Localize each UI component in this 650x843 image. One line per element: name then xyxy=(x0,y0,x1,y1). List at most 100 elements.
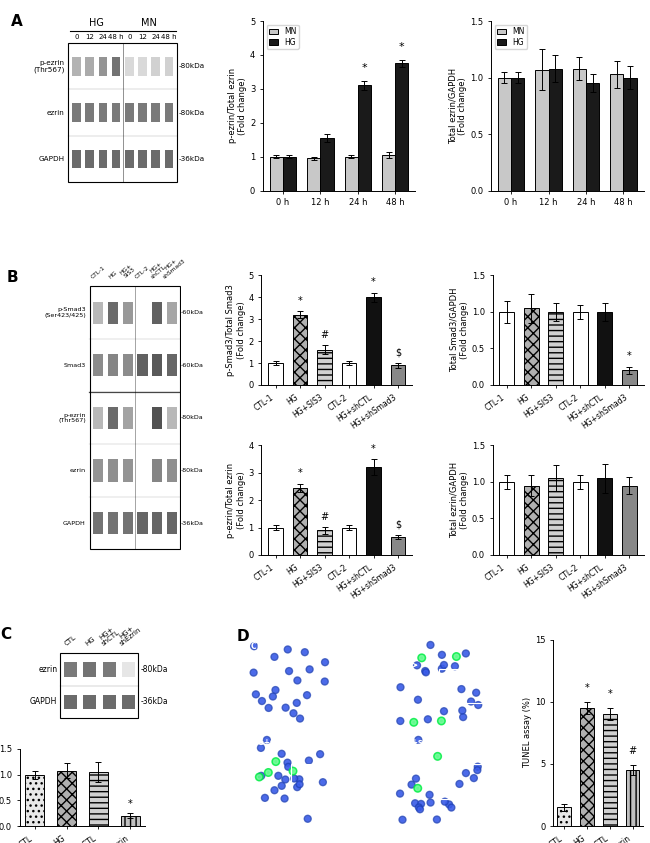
Bar xyxy=(342,363,356,385)
Circle shape xyxy=(428,792,432,797)
Circle shape xyxy=(266,706,270,710)
Bar xyxy=(93,512,103,534)
Bar xyxy=(597,312,612,385)
Circle shape xyxy=(458,685,465,693)
Text: HG: HG xyxy=(89,18,104,28)
Bar xyxy=(138,57,147,76)
Circle shape xyxy=(259,746,263,750)
Text: CTL-2: CTL-2 xyxy=(135,265,151,280)
Circle shape xyxy=(460,714,467,721)
Bar xyxy=(580,708,593,826)
Bar xyxy=(167,512,177,534)
Bar xyxy=(164,104,173,122)
Bar xyxy=(557,808,571,826)
Circle shape xyxy=(411,720,416,725)
Circle shape xyxy=(254,692,258,696)
Text: CTL: CTL xyxy=(64,635,77,647)
Text: -36kDa: -36kDa xyxy=(179,156,205,162)
Circle shape xyxy=(399,816,406,824)
Circle shape xyxy=(278,750,285,757)
Circle shape xyxy=(318,752,322,756)
Circle shape xyxy=(428,643,432,647)
Circle shape xyxy=(282,704,289,711)
Bar xyxy=(123,354,133,376)
Circle shape xyxy=(295,679,300,683)
Circle shape xyxy=(296,781,303,787)
Circle shape xyxy=(302,649,308,656)
Text: p-Smad3
(Ser423/425): p-Smad3 (Ser423/425) xyxy=(44,308,86,318)
Bar xyxy=(151,57,160,76)
Bar xyxy=(108,407,118,429)
Circle shape xyxy=(413,776,419,782)
Bar xyxy=(164,57,173,76)
Text: *: * xyxy=(371,443,376,454)
Text: *: * xyxy=(361,63,367,73)
Bar xyxy=(317,530,332,555)
Circle shape xyxy=(270,693,276,700)
Text: -36kDa: -36kDa xyxy=(140,697,168,706)
Circle shape xyxy=(294,677,301,684)
Text: 12: 12 xyxy=(138,34,147,40)
Circle shape xyxy=(285,668,293,674)
Circle shape xyxy=(473,690,480,696)
Text: HG: HG xyxy=(84,636,96,647)
Circle shape xyxy=(252,691,259,698)
Circle shape xyxy=(413,801,417,805)
Bar xyxy=(367,298,381,385)
Text: GAPDH: GAPDH xyxy=(38,156,65,162)
Y-axis label: Total Smad3/GAPDH
(Fold change): Total Smad3/GAPDH (Fold change) xyxy=(450,288,469,373)
Circle shape xyxy=(410,782,413,787)
Circle shape xyxy=(415,786,420,791)
Bar xyxy=(549,478,563,555)
Bar xyxy=(623,78,636,191)
Bar xyxy=(549,312,563,385)
Circle shape xyxy=(415,804,423,811)
Circle shape xyxy=(438,665,445,672)
Bar xyxy=(99,104,107,122)
Bar xyxy=(85,104,94,122)
Y-axis label: p-Smad3/Total Smad3
(Fold change): p-Smad3/Total Smad3 (Fold change) xyxy=(226,284,246,376)
Circle shape xyxy=(436,754,440,759)
Bar xyxy=(138,150,147,169)
Bar xyxy=(498,78,511,191)
Bar xyxy=(83,663,96,677)
Y-axis label: p-ezrin/Total ezrin
(Fold change): p-ezrin/Total ezrin (Fold change) xyxy=(226,463,246,538)
Circle shape xyxy=(443,800,447,803)
Circle shape xyxy=(461,715,465,719)
Circle shape xyxy=(414,785,422,792)
Bar xyxy=(93,459,103,481)
Text: HG+shEzrin: HG+shEzrin xyxy=(399,738,450,747)
Circle shape xyxy=(474,763,481,771)
Circle shape xyxy=(462,770,469,776)
Text: A: A xyxy=(11,14,23,30)
Circle shape xyxy=(298,782,302,787)
Circle shape xyxy=(417,805,421,809)
Circle shape xyxy=(291,711,296,715)
Circle shape xyxy=(291,775,298,782)
Circle shape xyxy=(440,652,444,657)
Bar xyxy=(524,309,539,385)
Circle shape xyxy=(476,703,480,707)
Bar xyxy=(573,68,586,191)
Bar xyxy=(292,314,307,385)
Bar xyxy=(83,695,96,709)
Circle shape xyxy=(291,769,295,773)
Circle shape xyxy=(474,701,482,708)
Bar xyxy=(367,467,381,555)
Circle shape xyxy=(259,774,263,778)
Circle shape xyxy=(422,668,430,676)
Circle shape xyxy=(400,818,404,822)
Bar xyxy=(283,157,296,191)
Circle shape xyxy=(459,707,466,714)
Circle shape xyxy=(462,650,469,657)
Bar xyxy=(108,354,118,376)
Circle shape xyxy=(423,669,427,673)
Circle shape xyxy=(442,663,446,667)
Circle shape xyxy=(442,709,446,713)
Circle shape xyxy=(319,779,326,786)
Bar xyxy=(152,354,162,376)
Bar xyxy=(137,354,148,376)
Circle shape xyxy=(283,777,287,781)
Circle shape xyxy=(458,782,461,786)
Circle shape xyxy=(283,706,288,710)
